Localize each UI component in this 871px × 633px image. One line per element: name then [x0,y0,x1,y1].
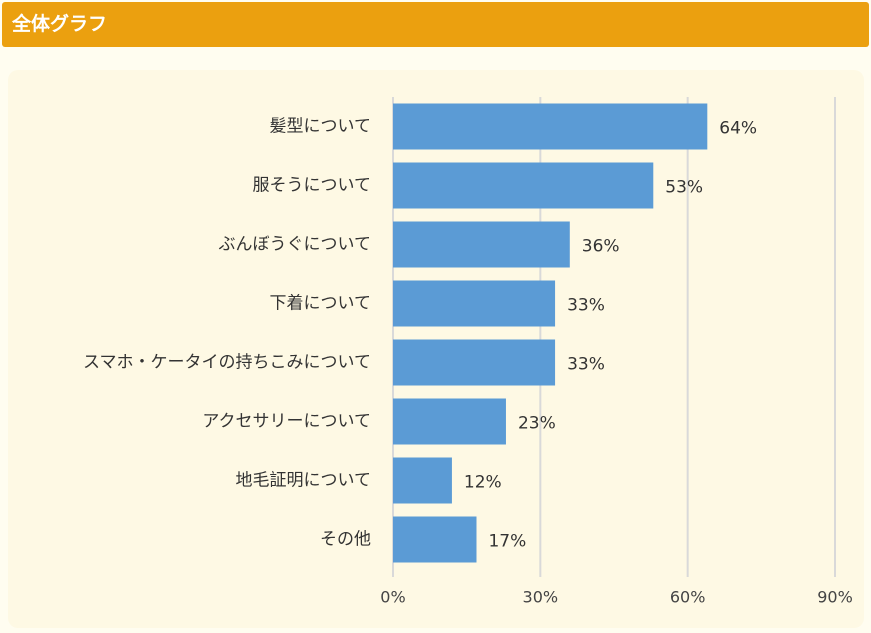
bar [393,457,452,504]
value-label: 17% [488,532,526,552]
value-label: 23% [518,414,556,434]
bar [393,339,556,386]
value-label: 36% [582,237,620,257]
x-tick-label: 0% [380,588,405,607]
bar [393,516,477,563]
bar [393,221,570,268]
category-label: 地毛証明について [236,471,372,491]
bar [393,162,654,209]
category-label: 髪型について [270,117,372,137]
category-label: スマホ・ケータイの持ちこみについて [83,353,371,373]
x-tick-label: 60% [670,588,706,607]
value-label: 64% [719,119,757,139]
bar [393,280,556,327]
category-label: 下着について [270,294,372,314]
bars [393,103,708,563]
category-label: その他 [320,530,371,550]
x-tick-label: 30% [523,588,559,607]
category-label: ぶんぼうぐについて [219,235,372,255]
value-label: 33% [567,296,605,316]
bar [393,398,506,445]
category-label: 服そうについて [253,176,372,196]
category-label: アクセサリーについて [202,412,371,432]
value-label: 12% [464,473,502,493]
header-title: 全体グラフ [12,13,108,35]
value-label: 53% [665,178,703,198]
labels: 0% 30% 60% 90% 髪型について 64% 服そうについて 53% ぶんぼうぐについて 3… [83,117,853,607]
bar [393,103,708,150]
value-label: 33% [567,355,605,375]
chart-header: 全体グラフ [2,2,869,47]
x-tick-label: 90% [817,588,853,607]
